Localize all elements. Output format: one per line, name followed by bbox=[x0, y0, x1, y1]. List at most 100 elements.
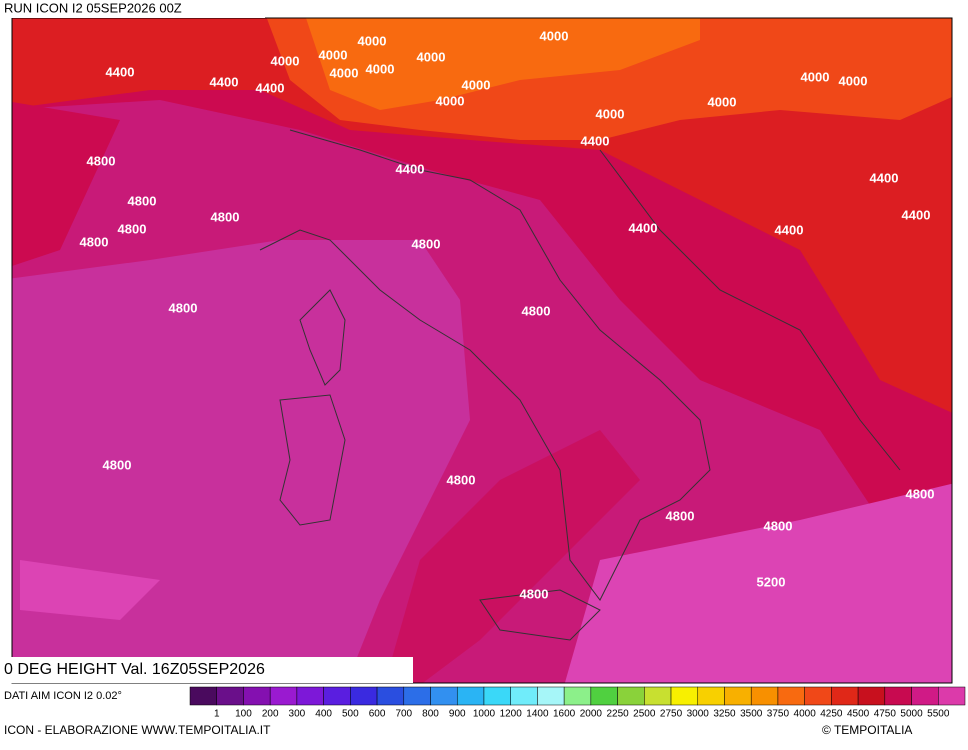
contour-label: 4000 bbox=[417, 49, 446, 64]
colorbar-label: 1400 bbox=[526, 709, 549, 720]
colorbar-swatch bbox=[243, 686, 271, 706]
colorbar-swatch bbox=[403, 686, 431, 706]
colorbar-label: 400 bbox=[315, 709, 332, 720]
colorbar-swatch bbox=[296, 686, 324, 706]
contour-label: 4000 bbox=[271, 53, 300, 68]
contour-label: 4800 bbox=[103, 457, 132, 472]
colorbar-label: 1600 bbox=[553, 709, 576, 720]
colorbar-label: 800 bbox=[422, 709, 439, 720]
colorbar-label: 300 bbox=[289, 709, 306, 720]
contour-label: 4000 bbox=[366, 61, 395, 76]
source-label: DATI AIM ICON I2 0.02° bbox=[4, 690, 122, 702]
colorbar: 1 100 200 300 400 500 600 700 800 900 1000 1200 1400… bbox=[189, 686, 966, 720]
contour-label: 5200 bbox=[757, 574, 786, 589]
colorbar-swatch bbox=[216, 686, 244, 706]
colorbar-label: 3500 bbox=[740, 709, 763, 720]
colorbar-swatch bbox=[750, 686, 779, 706]
colorbar-label: 500 bbox=[342, 709, 359, 720]
colorbar-label: 1000 bbox=[473, 709, 496, 720]
colorbar-swatch bbox=[938, 686, 966, 706]
contour-label: 4000 bbox=[436, 93, 465, 108]
contour-label: 4400 bbox=[106, 64, 135, 79]
colorbar-swatch bbox=[430, 686, 458, 706]
colorbar-label: 4250 bbox=[820, 709, 843, 720]
colorbar-swatch bbox=[376, 686, 405, 706]
colorbar-label: 4500 bbox=[847, 709, 870, 720]
colorbar-swatch bbox=[831, 686, 859, 706]
colorbar-swatch bbox=[350, 686, 378, 706]
colorbar-label: 3250 bbox=[713, 709, 736, 720]
colorbar-label: 5500 bbox=[927, 709, 950, 720]
colorbar-label: 900 bbox=[449, 709, 466, 720]
colorbar-swatch bbox=[537, 686, 565, 706]
colorbar-swatch bbox=[670, 686, 699, 706]
colorbar-label: 3000 bbox=[687, 709, 710, 720]
contour-label: 4000 bbox=[540, 28, 569, 43]
colorbar-swatch bbox=[189, 686, 217, 706]
contour-label: 4000 bbox=[801, 69, 830, 84]
map-fields bbox=[12, 18, 952, 683]
run-label: RUN ICON I2 05SEP2026 00Z bbox=[4, 0, 182, 15]
colorbar-swatch bbox=[563, 686, 592, 706]
colorbar-swatch bbox=[644, 686, 672, 706]
contour-label: 4800 bbox=[87, 153, 116, 168]
colorbar-swatch bbox=[269, 686, 298, 706]
credit: ICON - ELABORAZIONE WWW.TEMPOITALIA.IT bbox=[4, 723, 271, 737]
colorbar-swatch bbox=[483, 686, 511, 706]
colorbar-label: 4000 bbox=[794, 709, 817, 720]
colorbar-label: 2250 bbox=[606, 709, 629, 720]
contour-label: 4800 bbox=[522, 303, 551, 318]
contour-label: 4000 bbox=[330, 65, 359, 80]
colorbar-swatch bbox=[857, 686, 886, 706]
colorbar-swatch bbox=[323, 686, 351, 706]
colorbar-label: 2000 bbox=[580, 709, 603, 720]
contour-label: 4800 bbox=[666, 508, 695, 523]
colorbar-swatch bbox=[777, 686, 805, 706]
colorbar-label: 1200 bbox=[500, 709, 523, 720]
contour-label: 4800 bbox=[447, 472, 476, 487]
map-frame bbox=[11, 17, 953, 684]
colorbar-swatch bbox=[510, 686, 538, 706]
contour-label: 4400 bbox=[629, 220, 658, 235]
contour-label: 4800 bbox=[80, 234, 109, 249]
contour-label: 4000 bbox=[839, 73, 868, 88]
map-title: 0 DEG HEIGHT Val. 16Z05SEP2026 bbox=[4, 661, 265, 678]
contour-label: 4800 bbox=[412, 236, 441, 251]
coastlines bbox=[259, 129, 901, 641]
contour-label: 4000 bbox=[319, 47, 348, 62]
colorbar-label: 1 bbox=[214, 709, 220, 720]
colorbar-label: 100 bbox=[235, 709, 252, 720]
title-box bbox=[0, 657, 413, 683]
contour-label: 4400 bbox=[256, 80, 285, 95]
contour-label: 4400 bbox=[902, 207, 931, 222]
contour-label: 4400 bbox=[870, 170, 899, 185]
contour-label: 4800 bbox=[906, 486, 935, 501]
colorbar-label: 600 bbox=[369, 709, 386, 720]
contour-label: 4000 bbox=[358, 33, 387, 48]
colorbar-label: 2500 bbox=[633, 709, 656, 720]
colorbar-label: 2750 bbox=[660, 709, 683, 720]
contour-label: 4800 bbox=[128, 193, 157, 208]
contour-label: 4400 bbox=[775, 222, 804, 237]
colorbar-label: 5000 bbox=[900, 709, 923, 720]
contour-label: 4400 bbox=[210, 74, 239, 89]
colorbar-swatch bbox=[590, 686, 618, 706]
contour-labels: 4400 4400 4400 4400 4400 4400 4400 4400 4400 4000… bbox=[80, 28, 935, 601]
contour-label: 4000 bbox=[596, 106, 625, 121]
contour-label: 4400 bbox=[581, 133, 610, 148]
colorbar-swatch bbox=[724, 686, 752, 706]
contour-label: 4400 bbox=[396, 161, 425, 176]
contour-label: 4000 bbox=[708, 94, 737, 109]
copyright: © TEMPOITALIA bbox=[822, 723, 912, 737]
colorbar-label: 700 bbox=[395, 709, 412, 720]
contour-label: 4800 bbox=[211, 209, 240, 224]
colorbar-swatch bbox=[617, 686, 645, 706]
colorbar-label: 4750 bbox=[874, 709, 897, 720]
contour-label: 4800 bbox=[764, 518, 793, 533]
contour-label: 4800 bbox=[118, 221, 147, 236]
colorbar-swatch bbox=[911, 686, 939, 706]
colorbar-swatch bbox=[804, 686, 832, 706]
colorbar-swatch bbox=[697, 686, 725, 706]
contour-label: 4000 bbox=[462, 77, 491, 92]
